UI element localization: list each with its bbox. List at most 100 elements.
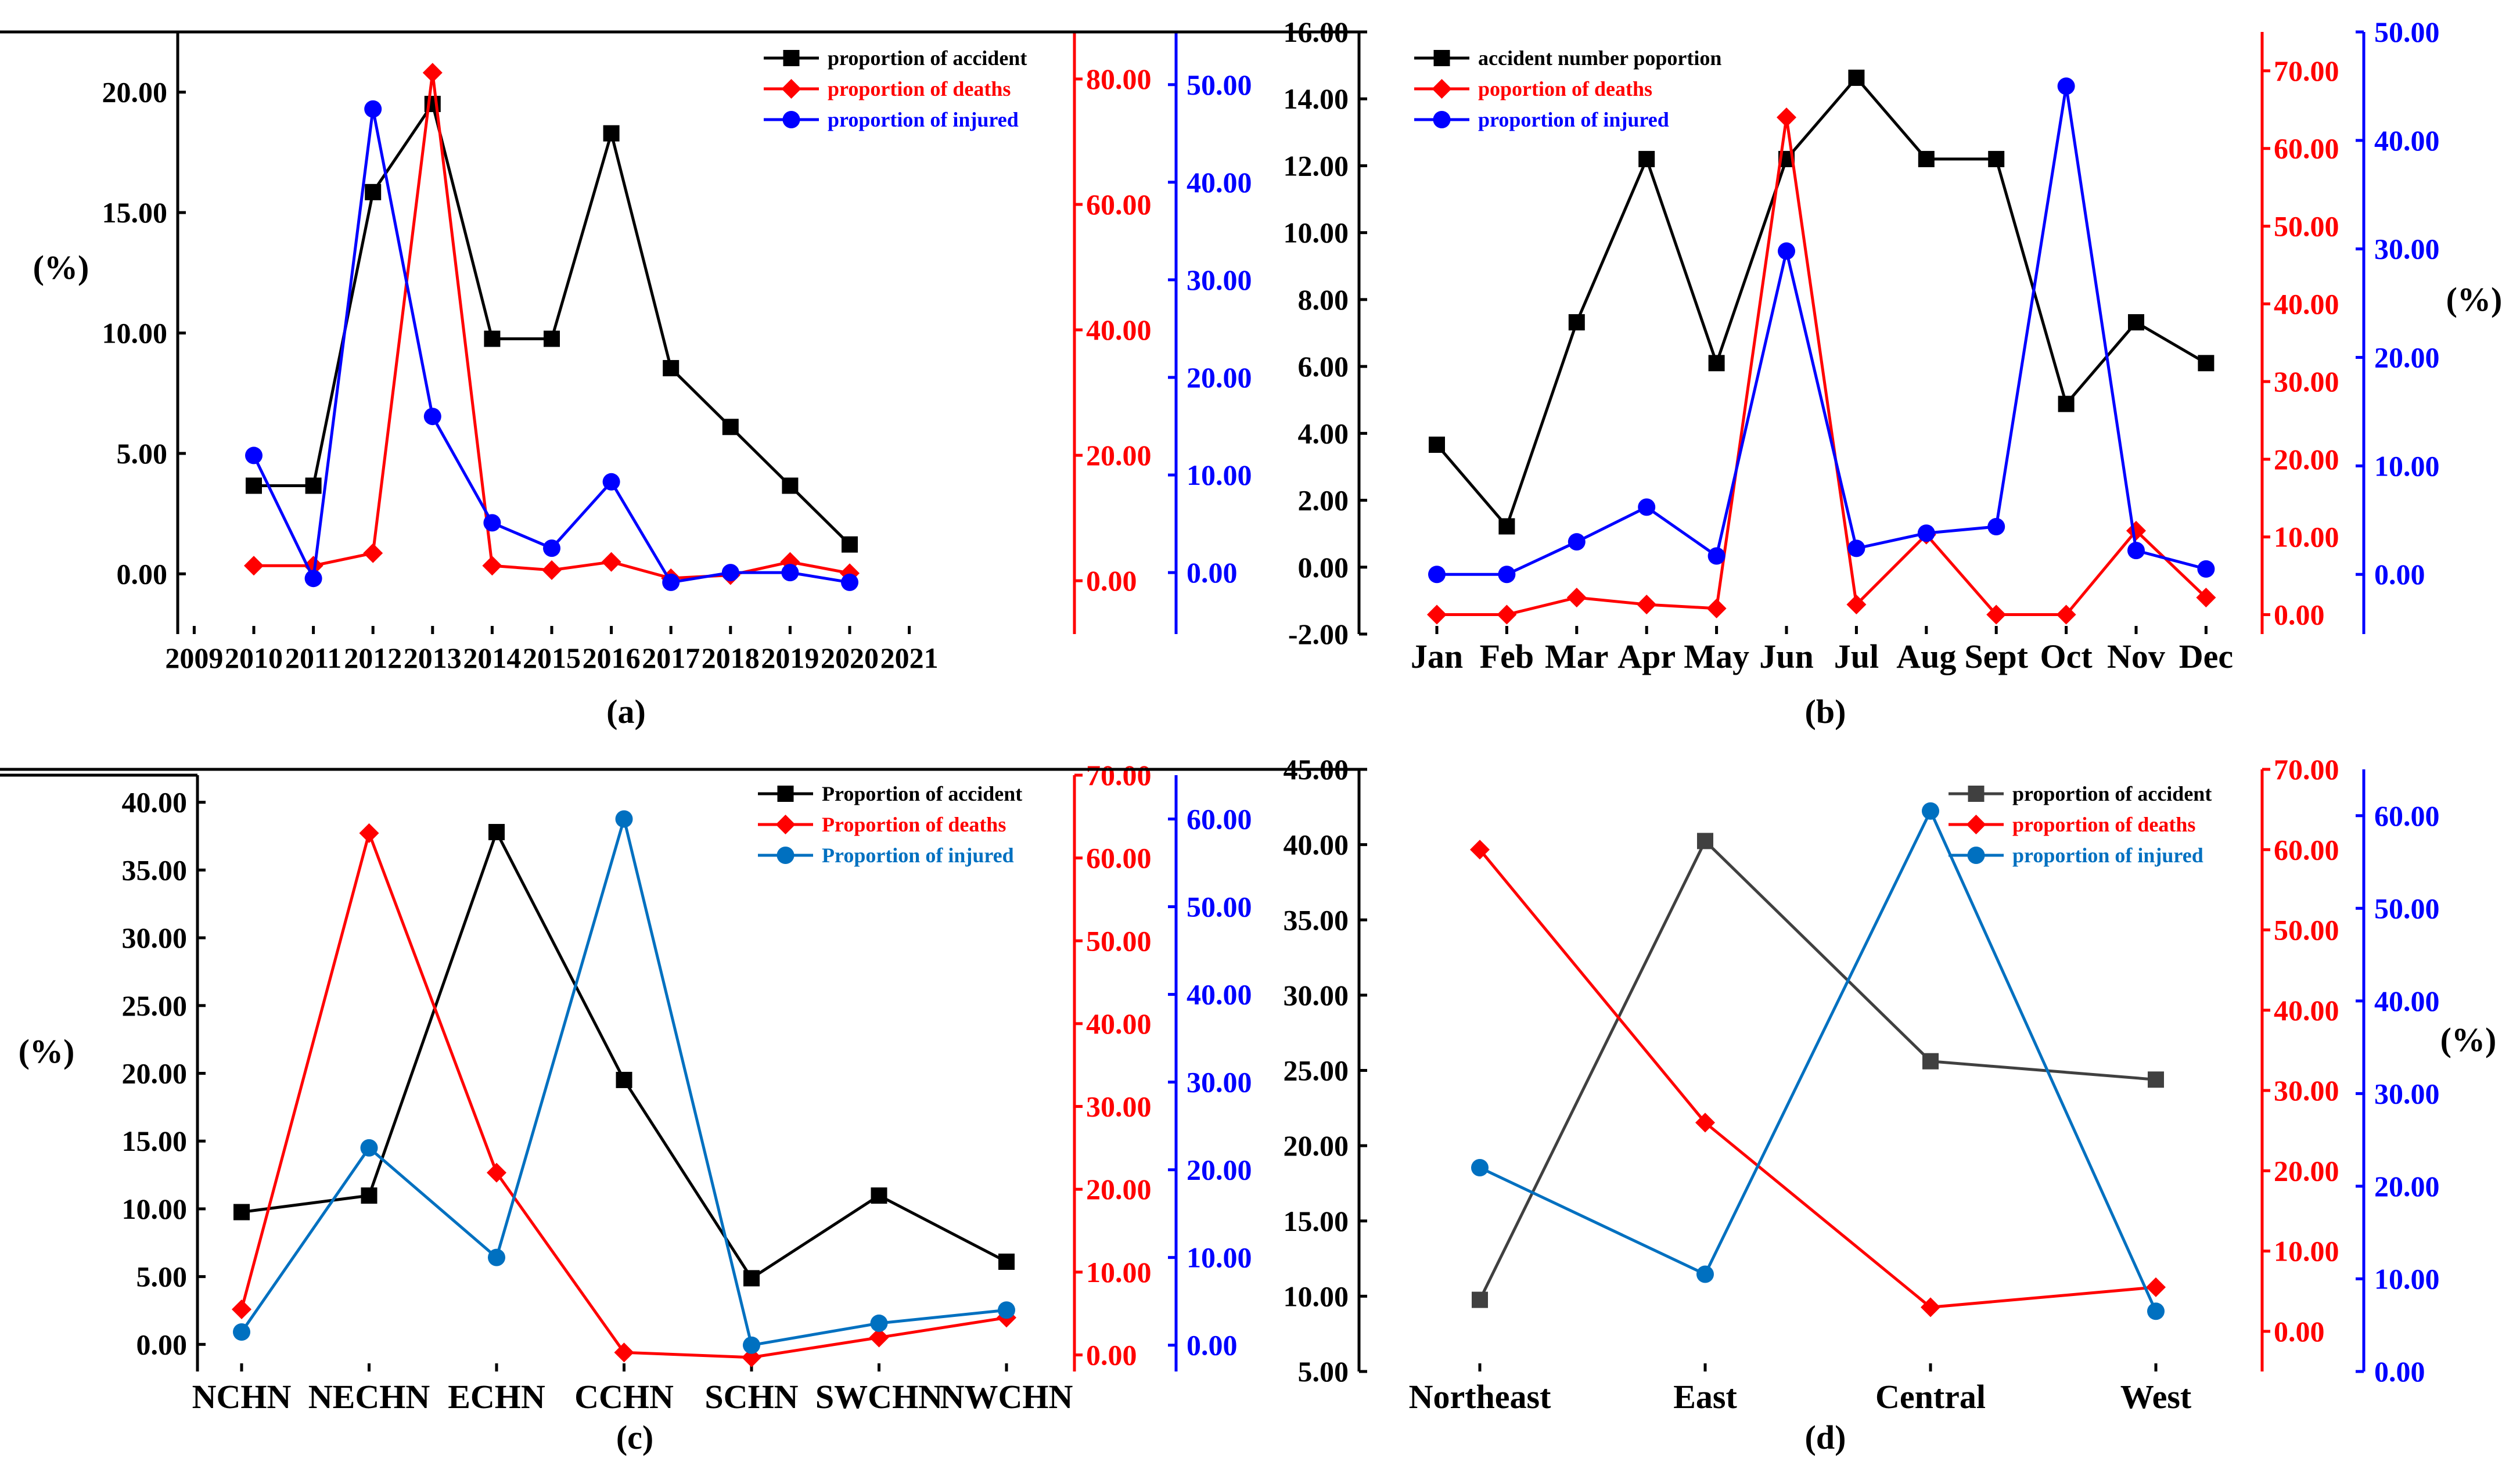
deaths-tick-label: 70.00	[1086, 759, 1152, 791]
deaths-point	[359, 823, 379, 843]
x-tick-label: 2021	[880, 642, 939, 674]
injured-tick-label: 20.00	[1187, 361, 1252, 394]
left-tick-label: 25.00	[1284, 1054, 1349, 1087]
deaths-tick-label: 30.00	[1086, 1090, 1152, 1123]
legend-deaths-label: proportion of deaths	[828, 77, 1011, 100]
accident-point	[1429, 436, 1445, 453]
accident-point	[1918, 150, 1935, 167]
deaths-point	[1846, 595, 1867, 615]
legend-accident-label: accident number poportion	[1478, 46, 1721, 70]
injured-series-line	[1479, 807, 2158, 1312]
x-tick-label: Aug	[1896, 638, 1956, 675]
accident-point	[1988, 150, 2005, 167]
injured-point	[304, 570, 322, 588]
deaths-point	[1497, 604, 1517, 625]
deaths-tick-label: 30.00	[2274, 365, 2339, 398]
x-tick-label: Feb	[1480, 638, 1534, 675]
injured-point	[423, 408, 441, 426]
injured-tick-label: 50.00	[1187, 891, 1252, 923]
left-tick-label: 6.00	[1298, 350, 1349, 383]
left-tick-label: 4.00	[1298, 417, 1349, 449]
x-tick-label: Mar	[1545, 638, 1609, 675]
left-tick-label: 12.00	[1284, 149, 1349, 182]
left-tick-label: 10.00	[122, 1193, 188, 1225]
injured-tick-label: 30.00	[1187, 1066, 1252, 1099]
accident-point	[233, 1204, 250, 1221]
injured-tick-label: 10.00	[1187, 459, 1252, 491]
panel-caption: (d)	[1805, 1419, 1846, 1456]
chart-panel-a: 0.00 5.00 10.00 15.00 20.00 0.00 20.00 40.00 60.…	[0, 30, 1252, 730]
deaths-point	[482, 556, 502, 576]
injured-point	[245, 447, 263, 465]
injured-tick-label: 0.00	[2374, 558, 2425, 591]
left-tick-label: 0.00	[117, 557, 168, 590]
injured-point	[2197, 560, 2215, 578]
deaths-tick-label: 10.00	[1086, 1256, 1152, 1288]
panel-caption: (c)	[616, 1419, 653, 1456]
x-tick-label: NECHN	[308, 1378, 430, 1416]
legend-deaths-marker	[1432, 79, 1452, 99]
deaths-tick-label: 0.00	[2274, 599, 2325, 631]
legend-injured-marker	[782, 111, 800, 128]
legend-injured-label: Proportion of injured	[822, 844, 1014, 867]
x-tick-label: Dec	[2179, 638, 2233, 675]
deaths-point	[601, 552, 621, 572]
accident-point	[2128, 314, 2144, 331]
injured-point	[1917, 524, 1935, 542]
deaths-tick-label: 60.00	[2274, 132, 2339, 165]
y-axis-title: (%)	[2446, 280, 2503, 318]
accident-point	[998, 1253, 1015, 1270]
injured-tick-label: 40.00	[2374, 985, 2440, 1017]
legend-deaths-label: Proportion of deaths	[822, 813, 1006, 836]
deaths-tick-label: 40.00	[2274, 287, 2339, 320]
deaths-point	[2196, 588, 2216, 608]
deaths-point	[869, 1327, 889, 1348]
injured-point	[998, 1301, 1015, 1319]
injured-point	[1471, 1159, 1489, 1177]
x-tick-label: 2010	[225, 642, 283, 674]
x-tick-label: 2012	[344, 642, 402, 674]
accident-point	[1472, 1291, 1488, 1308]
legend-accident-label: proportion of accident	[828, 46, 1027, 70]
x-tick-label: 2017	[642, 642, 700, 674]
injured-tick-label: 20.00	[2374, 1170, 2440, 1203]
x-tick-label: West	[2120, 1378, 2192, 1416]
injured-point	[364, 100, 382, 118]
injured-tick-label: 60.00	[1187, 803, 1252, 836]
legend-deaths-marker	[775, 815, 796, 834]
x-tick-label: Jun	[1759, 638, 1814, 675]
legend-accident-marker	[1968, 786, 1985, 802]
deaths-point	[614, 1342, 634, 1363]
left-tick-label: 40.00	[1284, 829, 1349, 861]
left-tick-label: 10.00	[1284, 1280, 1349, 1312]
deaths-tick-label: 50.00	[2274, 210, 2339, 243]
accident-point	[361, 1187, 378, 1204]
deaths-tick-label: 40.00	[1086, 314, 1152, 346]
y-axis-title: (%)	[2440, 1021, 2497, 1059]
left-tick-label: 14.00	[1284, 82, 1349, 115]
deaths-series-line	[1479, 848, 2156, 1309]
injured-point	[233, 1323, 250, 1341]
x-tick-label: Northeast	[1409, 1378, 1552, 1416]
legend-accident-marker	[783, 50, 800, 66]
accident-point	[842, 536, 858, 553]
left-tick-label: 10.00	[1284, 217, 1349, 249]
accident-point	[2148, 1071, 2164, 1088]
injured-tick-label: 10.00	[1187, 1241, 1252, 1274]
deaths-tick-label: 0.00	[1086, 564, 1137, 597]
legend-injured-marker	[1433, 111, 1451, 128]
deaths-point	[2056, 604, 2076, 625]
x-tick-label: Oct	[2040, 638, 2093, 675]
x-tick-label: 2018	[702, 642, 760, 674]
accident-point	[663, 360, 680, 377]
deaths-series-line	[240, 828, 1007, 1359]
left-tick-label: 5.00	[136, 1261, 188, 1293]
deaths-point	[1637, 595, 1657, 615]
accident-point	[1638, 150, 1655, 167]
x-tick-label: 2014	[463, 642, 521, 674]
y-axis-title: (%)	[33, 249, 89, 286]
injured-tick-label: 30.00	[1187, 264, 1252, 296]
injured-tick-label: 40.00	[1187, 166, 1252, 199]
deaths-tick-label: 80.00	[1086, 63, 1152, 95]
